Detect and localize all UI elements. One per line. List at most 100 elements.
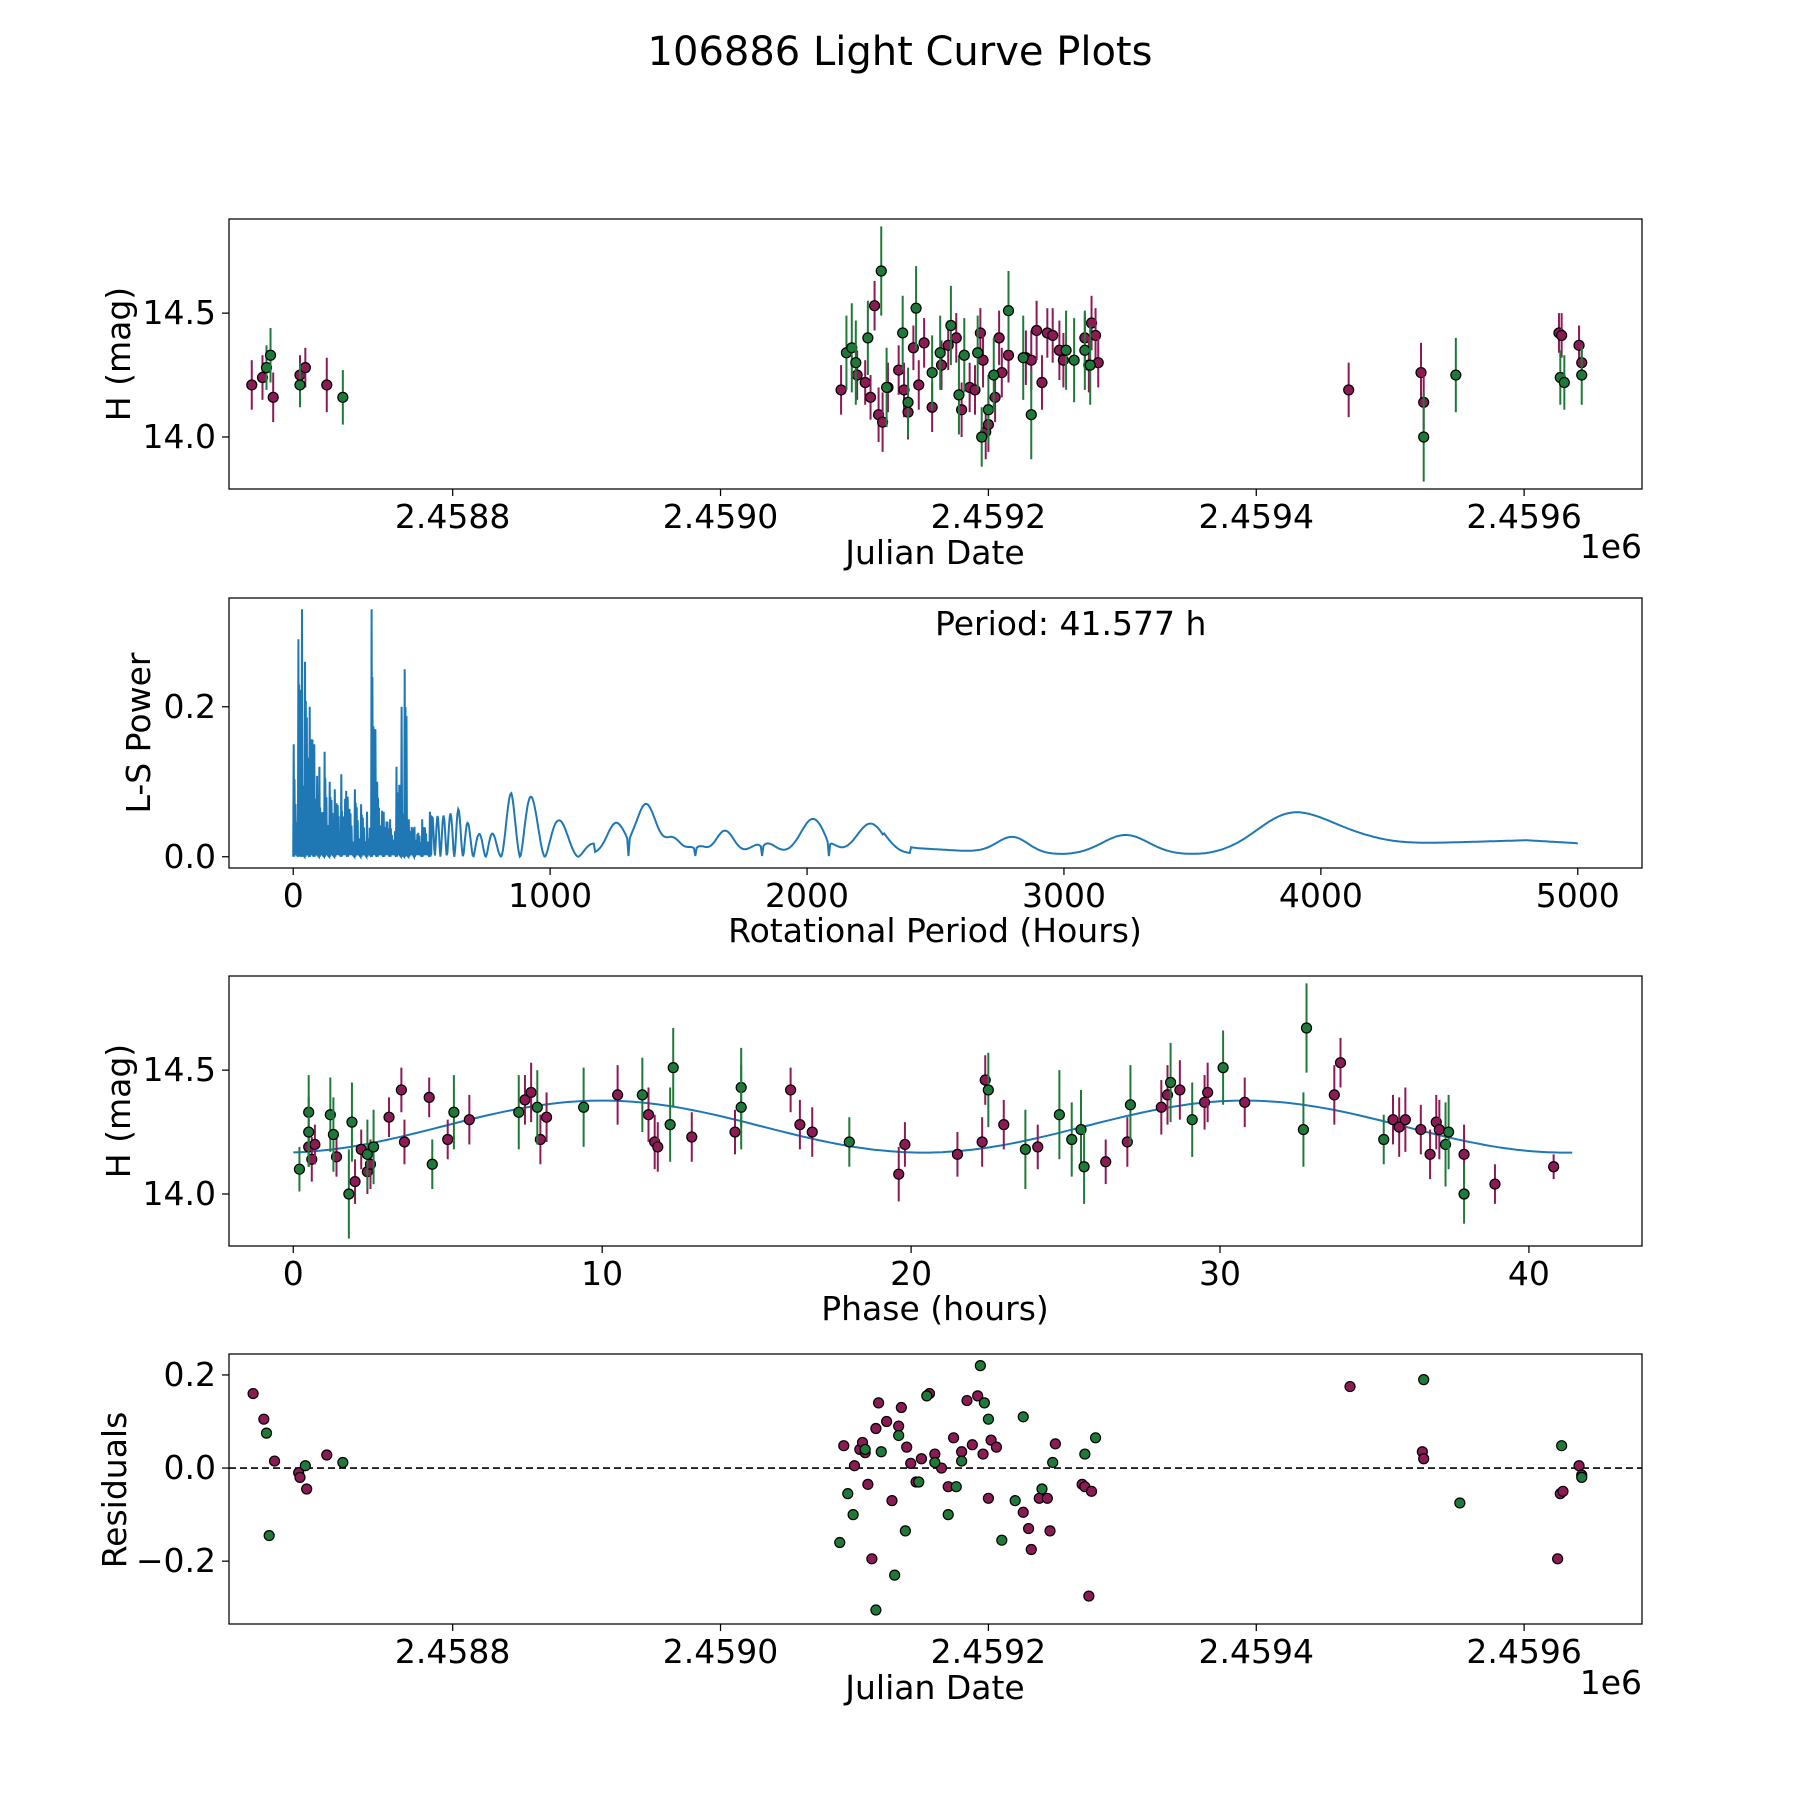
data-point-r	[794, 1119, 806, 1131]
data-point-r	[835, 384, 847, 396]
data-point-g	[1217, 1062, 1229, 1074]
data-point-g	[1576, 369, 1588, 381]
data-point-g	[337, 391, 349, 403]
data-point-g	[881, 381, 893, 394]
data-point-r	[1433, 1123, 1445, 1136]
data-point-g	[1025, 409, 1037, 421]
data-point-r	[851, 369, 863, 381]
data-point-g	[899, 1525, 911, 1537]
data-point-g	[972, 347, 984, 359]
x-tick-label: 4000	[1279, 876, 1363, 915]
data-point-g	[1300, 1022, 1313, 1034]
data-point-r	[1548, 1161, 1560, 1173]
y-tick-label: 14.0	[143, 1174, 216, 1213]
data-point-g	[327, 1128, 340, 1141]
data-point-r	[1025, 1543, 1037, 1556]
data-point-r	[951, 1148, 964, 1160]
data-point-r	[395, 1084, 407, 1096]
data-point-g	[942, 1509, 954, 1521]
data-point-g	[1079, 344, 1091, 356]
data-point-r	[1017, 1506, 1029, 1518]
data-point-r	[886, 1495, 898, 1507]
data-point-g	[367, 1141, 380, 1153]
data-point-r	[1085, 1485, 1098, 1497]
data-point-r	[321, 379, 333, 391]
x-tick-label: 2.4592	[931, 497, 1046, 536]
data-point-g	[1078, 1161, 1090, 1173]
data-point-r	[859, 376, 871, 389]
x-tick-label: 0	[283, 1254, 304, 1293]
data-point-r	[1343, 384, 1355, 396]
lightcurve-xlabel: Julian Date	[843, 533, 1025, 572]
data-point-r	[806, 1126, 818, 1138]
data-point-r	[729, 1126, 741, 1138]
data-point-g	[945, 319, 957, 332]
lightcurve-panel: 2.4588 2.4590 2.4592 2.4594 2.4596 14.0 14.5 J…	[99, 218, 1643, 572]
data-point-g	[934, 347, 946, 359]
data-point-g	[1066, 1133, 1078, 1146]
data-point-r	[990, 1441, 1003, 1453]
data-point-g	[513, 1106, 525, 1118]
data-point-g	[950, 1481, 962, 1493]
data-point-r	[1239, 1096, 1251, 1108]
x-tick-label: 2.4596	[1466, 1632, 1581, 1671]
x-tick-label: 2.4594	[1199, 1632, 1314, 1671]
data-point-r	[881, 1415, 893, 1428]
phased-panel: 0 10 20 30 40 14.0 14.5 Phase (hours) H (mag)	[99, 975, 1643, 1328]
data-point-g	[735, 1101, 747, 1113]
data-point-r	[1573, 1460, 1585, 1472]
data-point-g	[263, 1529, 275, 1542]
data-point-g	[448, 1106, 460, 1118]
data-point-r	[961, 1394, 973, 1407]
data-point-r	[1334, 1057, 1347, 1069]
data-point-r	[899, 1138, 911, 1151]
residuals-panel: 2.4588 2.4590 2.4592 2.4594 2.4596 −0.2 0.0 0.2…	[95, 1353, 1643, 1707]
data-point-r	[872, 1397, 885, 1409]
data-point-r	[321, 1449, 333, 1461]
data-point-r	[864, 391, 877, 403]
data-point-g	[1454, 1497, 1466, 1509]
data-point-r	[519, 1094, 531, 1106]
data-point-r	[301, 1483, 313, 1495]
lightcurve-offset-label: 1e6	[1580, 527, 1642, 566]
data-point-g	[1556, 1440, 1568, 1452]
data-point-r	[982, 1492, 995, 1504]
data-point-g	[346, 1116, 358, 1128]
periodogram-panel: 0 1000 2000 3000 4000 5000 0.0 0.2 Period: 41.5…	[119, 597, 1643, 950]
lightcurve-axes-frame	[228, 218, 1643, 490]
x-tick-label: 2.4594	[1199, 497, 1314, 536]
data-point-r	[309, 1138, 321, 1151]
data-point-r	[398, 1136, 411, 1148]
data-point-g	[1084, 359, 1096, 371]
data-point-g	[958, 349, 970, 361]
data-point-r	[977, 1448, 989, 1460]
data-point-g	[294, 379, 306, 391]
data-point-g	[1053, 1109, 1065, 1121]
data-point-r	[1328, 1089, 1340, 1101]
data-point-r	[1387, 1114, 1399, 1126]
data-point-g	[926, 366, 938, 379]
data-point-r	[870, 1422, 882, 1435]
data-point-r	[950, 332, 962, 344]
y-tick-label: 0.2	[164, 1355, 216, 1394]
data-point-g	[910, 302, 922, 314]
data-point-g	[1297, 1123, 1310, 1136]
y-tick-label: 0.2	[164, 687, 216, 726]
data-point-g	[850, 357, 862, 369]
plot-area	[293, 983, 1560, 1239]
data-point-r	[947, 1432, 960, 1444]
x-tick-label: 30	[1199, 1254, 1241, 1293]
data-point-g	[956, 1455, 968, 1467]
data-point-g	[578, 1101, 590, 1113]
data-point-r	[1083, 1590, 1095, 1602]
data-point-g	[1002, 305, 1015, 317]
residuals-ylabel: Residuals	[95, 1412, 134, 1569]
data-point-g	[893, 1429, 905, 1442]
data-point-g	[1079, 1448, 1091, 1460]
data-point-g	[875, 265, 887, 277]
data-point-g	[897, 327, 909, 339]
data-point-g	[1576, 1471, 1588, 1483]
data-point-r	[525, 1086, 537, 1099]
data-point-r	[442, 1133, 454, 1146]
